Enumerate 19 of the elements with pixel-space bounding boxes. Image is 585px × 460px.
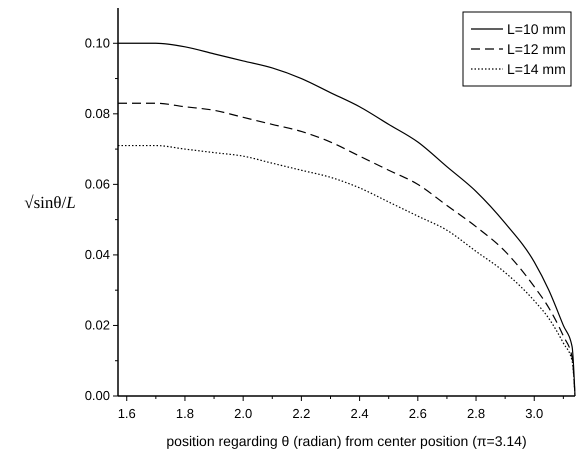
x-axis-title: position regarding θ (radian) from center position (π=3.14) (166, 433, 527, 449)
x-tick-label: 2.0 (234, 406, 252, 421)
y-axis-title: √sinθ/L (24, 193, 76, 212)
x-tick-label: 2.6 (408, 406, 427, 421)
y-tick-label: 0.06 (84, 176, 110, 192)
y-tick-label: 0.04 (84, 246, 110, 262)
x-tick-label: 2.4 (350, 406, 369, 421)
x-tick-label: 2.2 (292, 406, 310, 421)
legend-label: L=10 mm (507, 21, 566, 37)
x-tick-label: 1.8 (176, 406, 194, 421)
x-tick-label: 1.6 (118, 406, 136, 421)
y-tick-label: 0.00 (84, 388, 110, 403)
x-tick-label: 2.8 (466, 406, 486, 421)
x-tick-label: 3.0 (525, 406, 544, 421)
legend-label: L=14 mm (507, 61, 566, 77)
legend-label: L=12 mm (507, 41, 566, 57)
y-tick-label: 0.10 (84, 35, 110, 50)
y-tick-label: 0.02 (84, 317, 110, 332)
y-tick-label: 0.08 (84, 106, 110, 121)
